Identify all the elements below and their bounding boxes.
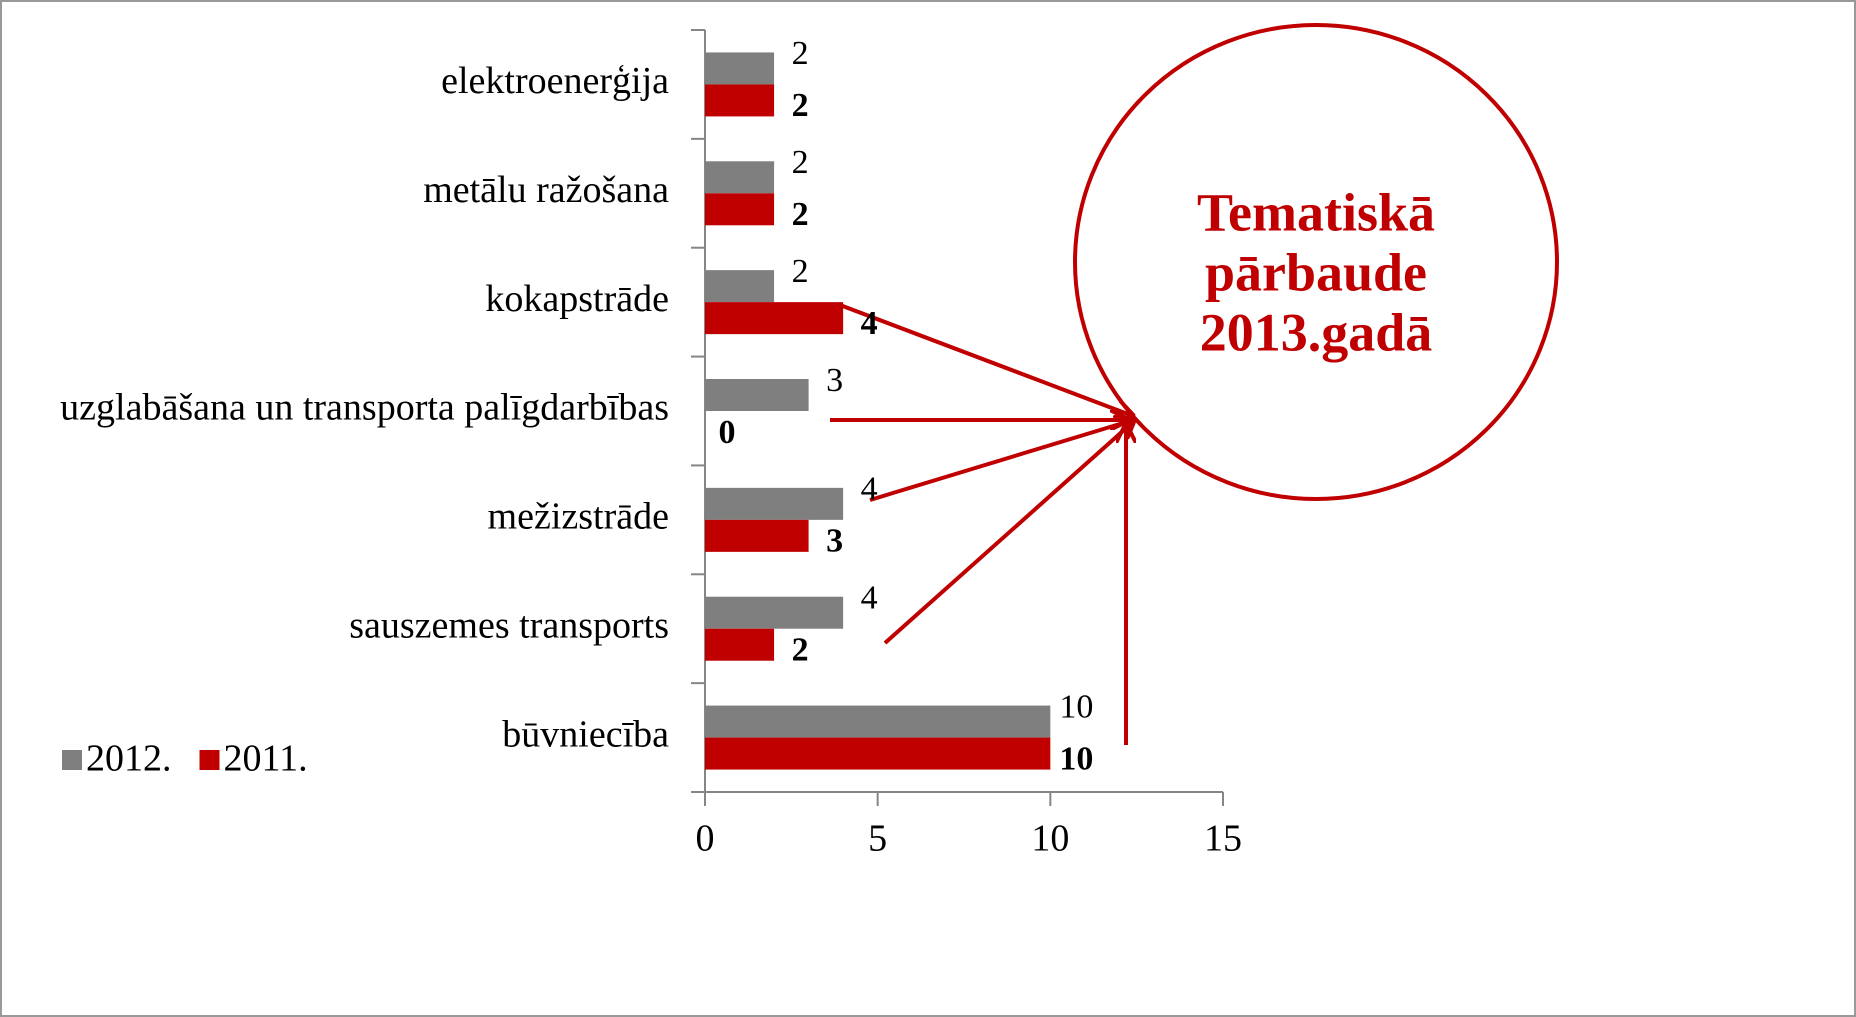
legend-swatch (199, 750, 220, 770)
data-label: 2 (792, 87, 809, 124)
legend-label: 2011. (224, 738, 308, 780)
x-tick-label: 0 (696, 818, 715, 860)
annotation-line: pārbaude (1205, 242, 1427, 302)
bar (705, 193, 775, 226)
y-tick-label: sauszemes transports (349, 604, 669, 646)
data-label: 2 (792, 196, 809, 233)
data-label: 3 (826, 523, 843, 560)
data-label: 3 (826, 362, 843, 399)
data-label: 2 (792, 35, 809, 72)
data-label: 0 (719, 414, 736, 451)
data-label: 2 (792, 253, 809, 290)
y-tick-label: elektroenerģija (441, 60, 669, 102)
x-tick-label: 15 (1204, 818, 1242, 860)
x-tick-label: 5 (868, 818, 887, 860)
y-tick-label: kokapstrāde (485, 278, 669, 320)
annotation-line: Tematiskā (1197, 182, 1435, 242)
y-tick-label: mežizstrāde (488, 496, 669, 538)
bar (705, 84, 775, 117)
data-label: 4 (861, 305, 878, 342)
y-tick-label: uzglabāšana un transporta palīgdarbības (60, 387, 669, 429)
data-label: 10 (1059, 688, 1093, 725)
y-tick-label: metālu ražošana (423, 169, 669, 211)
legend-swatch (62, 750, 82, 770)
data-label: 4 (861, 471, 878, 508)
legend-label: 2012. (86, 738, 172, 780)
annotation-circle (1073, 23, 1559, 501)
bar (705, 705, 1051, 738)
annotation-line: 2013.gadā (1200, 302, 1433, 362)
bar (705, 379, 809, 411)
bar (705, 487, 844, 520)
bar (705, 596, 844, 629)
bar (705, 52, 775, 85)
bar (705, 737, 1051, 770)
data-label: 10 (1059, 740, 1093, 777)
data-label: 2 (792, 144, 809, 181)
bar (705, 628, 775, 661)
x-tick-label: 10 (1031, 818, 1069, 860)
data-label: 4 (861, 580, 878, 617)
bar (705, 161, 775, 194)
y-tick-label: būvniecība (502, 713, 669, 755)
data-label: 2 (792, 632, 809, 669)
bar (705, 302, 844, 335)
arrows (830, 303, 1133, 745)
bar (705, 519, 809, 552)
bar (705, 270, 775, 303)
